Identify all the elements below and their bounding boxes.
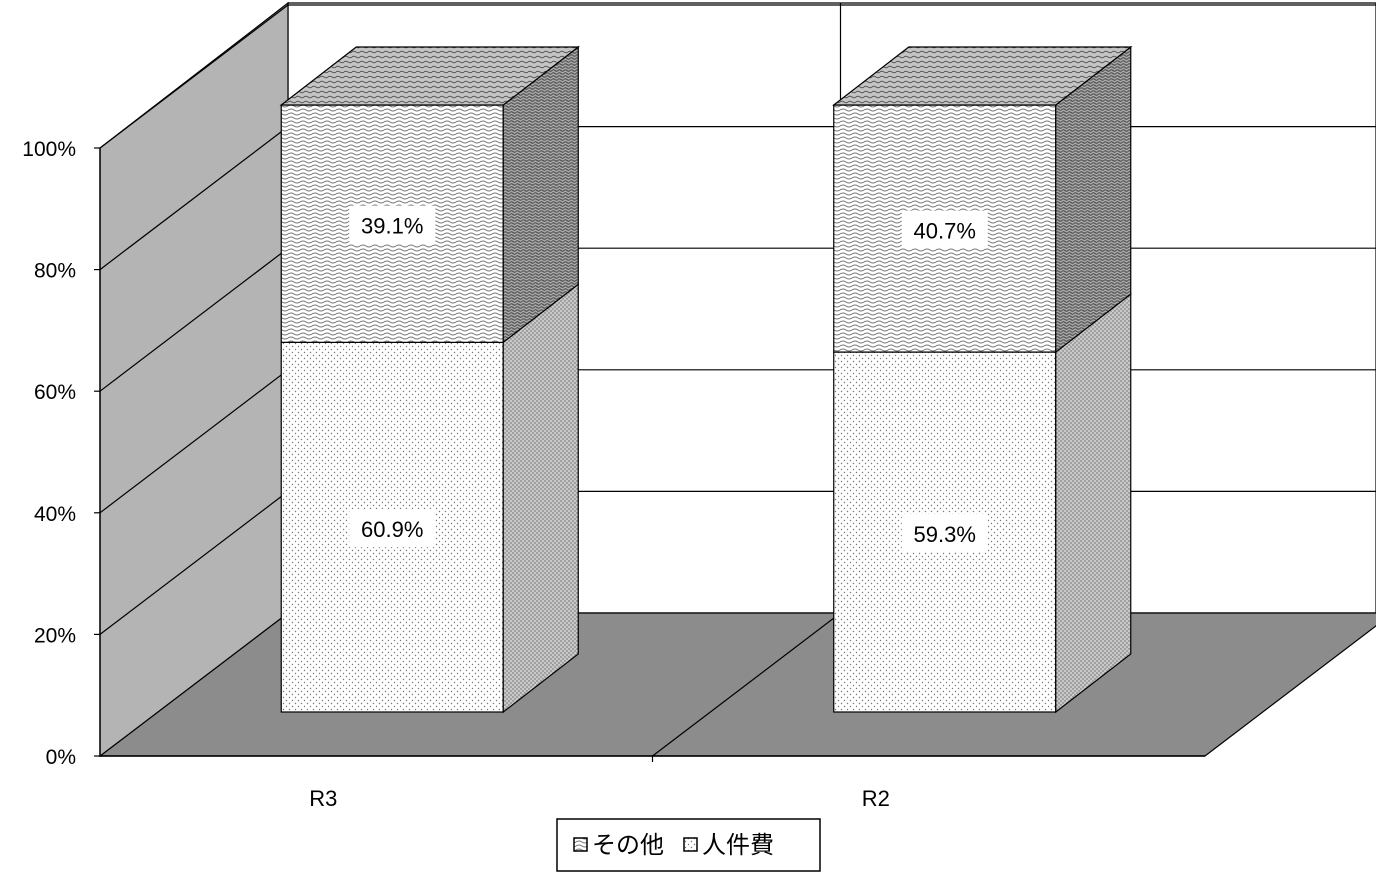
data-label-人件費-R2: 59.3% <box>914 522 976 547</box>
gridline-side <box>99 490 289 635</box>
legend: その他 人件費 <box>556 818 821 872</box>
y-tick-label: 100% <box>22 138 76 161</box>
data-label-bg <box>901 514 988 553</box>
y-tick-label: 40% <box>34 503 76 526</box>
data-label-その他-R3: 39.1% <box>361 214 423 239</box>
bar-stack-R2: 59.3% 40.7% <box>831 45 1133 714</box>
y-tick-label: 60% <box>34 381 76 404</box>
bar-side-人件費-R2 <box>1055 292 1132 714</box>
data-label-bg <box>349 205 436 244</box>
data-label-bg <box>349 509 436 548</box>
bar-stack-R3: 60.9% 39.1% <box>279 45 581 714</box>
legend-swatch-人件費 <box>683 837 698 852</box>
bar-side-人件費-R3 <box>502 283 579 714</box>
y-tick-label: 80% <box>34 260 76 283</box>
bar-top-R3 <box>279 46 581 106</box>
bar-top-R2 <box>831 46 1133 106</box>
gridline-side <box>99 126 289 271</box>
legend-label-その他: その他 <box>592 831 664 859</box>
category-divider-floor <box>652 612 841 757</box>
data-label-人件費-R3: 60.9% <box>361 517 423 542</box>
data-label-その他-R2: 40.7% <box>914 219 976 244</box>
y-tick-label: 0% <box>46 746 76 769</box>
gridline-side <box>99 4 289 149</box>
gridline-side <box>99 369 289 514</box>
x-tick-label: R2 <box>862 786 890 811</box>
x-tick-label: R3 <box>309 786 337 811</box>
gridline-side <box>99 247 289 392</box>
y-tick-label: 20% <box>34 624 76 647</box>
legend-swatch-その他 <box>573 837 588 852</box>
legend-label-人件費: 人件費 <box>702 831 774 859</box>
data-label-bg <box>901 210 988 249</box>
